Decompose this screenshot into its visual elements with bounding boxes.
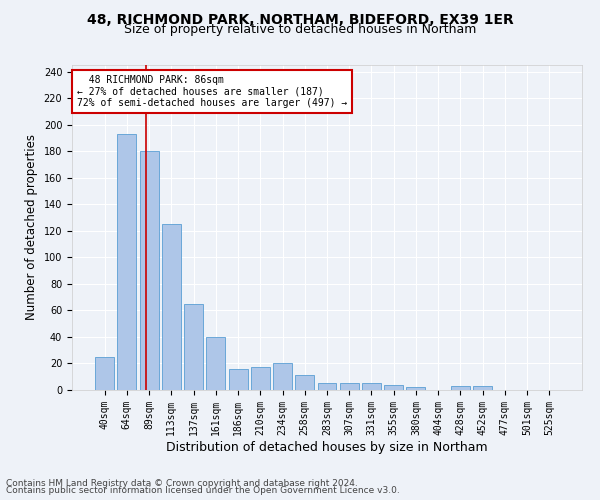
Bar [362, 384, 381, 390]
Bar [273, 364, 292, 390]
Bar [118, 134, 136, 390]
Bar [162, 224, 181, 390]
Bar [251, 368, 270, 390]
Bar [317, 384, 337, 390]
Bar [384, 384, 403, 390]
Text: 48 RICHMOND PARK: 86sqm  
← 27% of detached houses are smaller (187)
72% of semi: 48 RICHMOND PARK: 86sqm ← 27% of detache… [77, 74, 347, 108]
Bar [473, 386, 492, 390]
Bar [295, 376, 314, 390]
X-axis label: Distribution of detached houses by size in Northam: Distribution of detached houses by size … [166, 440, 488, 454]
Y-axis label: Number of detached properties: Number of detached properties [25, 134, 38, 320]
Text: Contains HM Land Registry data © Crown copyright and database right 2024.: Contains HM Land Registry data © Crown c… [6, 478, 358, 488]
Bar [451, 386, 470, 390]
Text: 48, RICHMOND PARK, NORTHAM, BIDEFORD, EX39 1ER: 48, RICHMOND PARK, NORTHAM, BIDEFORD, EX… [86, 12, 514, 26]
Bar [140, 151, 158, 390]
Bar [206, 337, 225, 390]
Bar [340, 384, 359, 390]
Bar [406, 388, 425, 390]
Text: Contains public sector information licensed under the Open Government Licence v3: Contains public sector information licen… [6, 486, 400, 495]
Text: Size of property relative to detached houses in Northam: Size of property relative to detached ho… [124, 22, 476, 36]
Bar [184, 304, 203, 390]
Bar [95, 357, 114, 390]
Bar [229, 369, 248, 390]
